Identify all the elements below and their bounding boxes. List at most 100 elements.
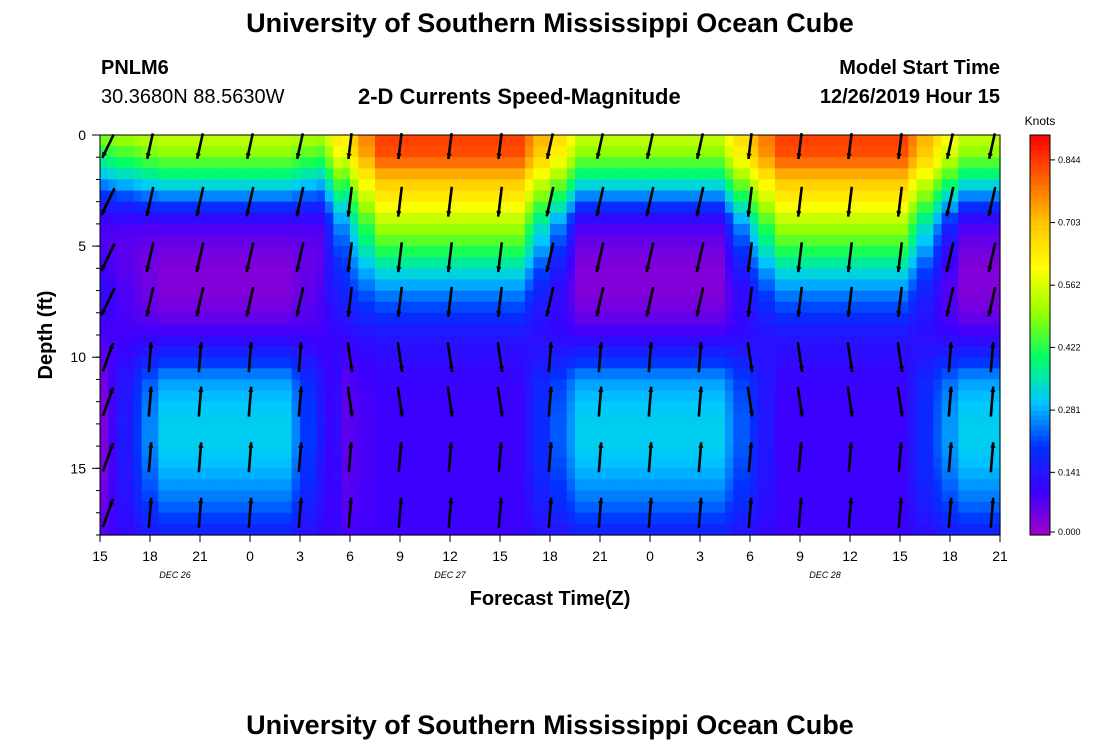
heat-cell bbox=[675, 523, 684, 536]
vector-head bbox=[695, 310, 701, 317]
heat-cell bbox=[358, 490, 368, 503]
heat-cell bbox=[366, 246, 376, 258]
heat-cell bbox=[650, 401, 659, 414]
heat-cell bbox=[458, 423, 468, 436]
heat-cell bbox=[991, 290, 1001, 303]
heat-cell bbox=[433, 190, 443, 203]
heat-cell bbox=[958, 157, 968, 169]
heat-cell bbox=[875, 390, 884, 403]
heat-cell bbox=[933, 146, 943, 158]
heat-cell bbox=[266, 290, 276, 303]
heat-cell bbox=[475, 379, 484, 392]
heat-cell bbox=[758, 435, 768, 447]
heat-cell bbox=[141, 190, 151, 203]
heat-cell bbox=[841, 468, 851, 481]
heat-cell bbox=[450, 179, 459, 192]
heat-cell bbox=[416, 501, 426, 514]
heat-cell bbox=[700, 468, 709, 481]
heat-cell bbox=[733, 390, 743, 403]
colorbar-segment bbox=[1030, 170, 1050, 176]
heat-cell bbox=[783, 490, 793, 503]
heat-cell bbox=[866, 335, 876, 347]
y-axis-title: Depth (ft) bbox=[35, 291, 57, 380]
heat-cell bbox=[316, 223, 326, 236]
heat-cell bbox=[566, 135, 576, 147]
heat-cell bbox=[316, 446, 326, 458]
heat-cell bbox=[758, 446, 768, 458]
heat-cell bbox=[250, 268, 259, 281]
heat-cell bbox=[241, 423, 251, 436]
heat-cell bbox=[333, 323, 343, 336]
heat-cell bbox=[766, 446, 776, 458]
heat-cell bbox=[758, 390, 768, 403]
heat-cell bbox=[566, 168, 576, 181]
heat-cell bbox=[425, 335, 434, 347]
vector-head bbox=[748, 410, 754, 417]
heat-cell bbox=[466, 468, 476, 481]
heat-cell bbox=[791, 335, 801, 347]
heat-cell bbox=[141, 301, 151, 314]
heat-cell bbox=[725, 190, 734, 203]
heat-cell bbox=[583, 512, 593, 525]
heat-cell bbox=[275, 435, 284, 447]
heat-cell bbox=[775, 146, 784, 158]
heat-cell bbox=[841, 146, 851, 158]
heat-cell bbox=[250, 168, 259, 181]
heat-cell bbox=[350, 257, 359, 269]
heat-cell bbox=[491, 290, 501, 303]
colorbar-segment bbox=[1030, 310, 1050, 316]
heat-cell bbox=[425, 379, 434, 392]
heat-cell bbox=[491, 201, 501, 214]
colorbar-segment bbox=[1030, 280, 1050, 286]
vector-head bbox=[987, 153, 993, 159]
heat-cell bbox=[425, 246, 434, 258]
heat-cell bbox=[508, 201, 518, 214]
heat-cell bbox=[958, 468, 968, 481]
heat-cell bbox=[566, 512, 576, 525]
heat-cell bbox=[141, 246, 151, 258]
heat-cell bbox=[475, 357, 484, 369]
heat-cell bbox=[408, 212, 418, 225]
heat-cell bbox=[558, 357, 568, 369]
heat-cell bbox=[583, 446, 593, 458]
heat-cell bbox=[841, 512, 851, 525]
vector-head bbox=[248, 497, 254, 504]
heat-cell bbox=[491, 190, 501, 203]
heat-cell bbox=[133, 368, 143, 381]
heat-cell bbox=[133, 457, 143, 469]
heat-cell bbox=[383, 435, 393, 447]
heat-cell bbox=[900, 401, 909, 414]
current-vector bbox=[697, 386, 704, 417]
heat-cell bbox=[808, 446, 818, 458]
heat-cell bbox=[425, 357, 434, 369]
heat-cell bbox=[525, 301, 534, 314]
vector-head bbox=[698, 442, 704, 448]
heat-cell bbox=[958, 235, 968, 247]
heat-cell bbox=[966, 346, 976, 358]
heat-cell bbox=[391, 246, 401, 258]
heat-cell bbox=[458, 246, 468, 258]
heat-cell bbox=[616, 490, 626, 503]
heat-cell bbox=[875, 501, 884, 514]
heat-cell bbox=[633, 479, 643, 492]
heat-cell bbox=[366, 312, 376, 325]
heat-cell bbox=[283, 257, 293, 269]
heat-cell bbox=[991, 212, 1001, 225]
heat-cell bbox=[408, 401, 418, 414]
heat-cell bbox=[458, 190, 468, 203]
heat-cell bbox=[591, 457, 601, 469]
heat-cell bbox=[700, 157, 709, 169]
heat-cell bbox=[191, 335, 201, 347]
heat-cell bbox=[466, 490, 476, 503]
heat-cell bbox=[858, 257, 868, 269]
heat-cell bbox=[541, 468, 551, 481]
heat-cell bbox=[441, 479, 451, 492]
heat-cell bbox=[725, 268, 734, 281]
vector-head bbox=[898, 497, 904, 504]
heat-cell bbox=[625, 157, 634, 169]
heat-cell bbox=[333, 312, 343, 325]
heat-cell bbox=[458, 390, 468, 403]
heat-cell bbox=[783, 168, 793, 181]
heat-cell bbox=[900, 179, 909, 192]
vector-head bbox=[348, 442, 354, 448]
